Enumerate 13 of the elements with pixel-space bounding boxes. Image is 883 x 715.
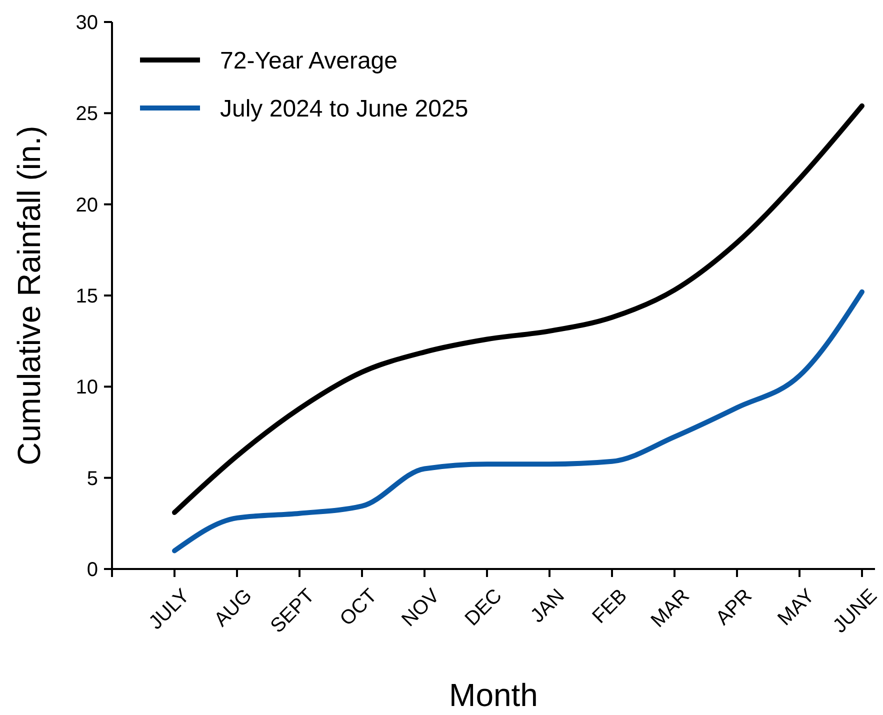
y-tick-label: 0: [86, 559, 98, 581]
y-axis-title: Cumulative Rainfall (in.): [11, 126, 47, 466]
x-axis-title: Month: [449, 677, 538, 713]
y-tick-label: 10: [76, 376, 98, 399]
y-tick-label: 15: [76, 286, 98, 308]
y-tick-label: 25: [76, 103, 98, 126]
x-tick-label: JAN: [526, 584, 569, 628]
legend-label: 72-Year Average: [220, 47, 398, 74]
legend-label: July 2024 to June 2025: [220, 95, 468, 122]
y-tick-label: 20: [76, 194, 98, 216]
x-tick-label: FEB: [588, 584, 632, 628]
y-tick-label: 5: [86, 468, 98, 490]
y-tick-label: 30: [76, 12, 98, 34]
